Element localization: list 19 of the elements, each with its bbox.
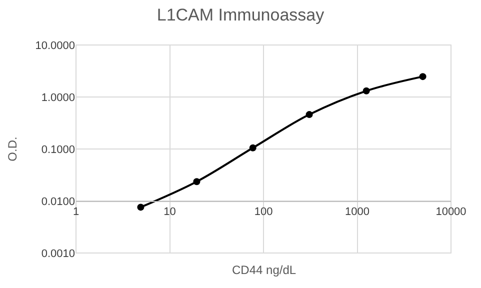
x-tick-label: 1000 xyxy=(345,206,370,218)
x-tick-label: 10 xyxy=(164,206,176,218)
y-axis-title: O.D. xyxy=(6,136,20,162)
point xyxy=(419,73,426,80)
point xyxy=(362,87,370,94)
y-tick-label: 1.0000 xyxy=(41,92,75,104)
x-tick-label: 1 xyxy=(72,206,80,218)
y-tick-label: 0.1000 xyxy=(41,144,75,156)
point xyxy=(249,144,256,152)
y-tick-label: 0.0100 xyxy=(41,196,75,208)
x-tick-label: 100 xyxy=(254,206,273,218)
point xyxy=(306,111,313,118)
chart-title: L1CAM Immunoassay xyxy=(156,6,325,25)
x-tick-label: 10000 xyxy=(436,206,466,218)
x-axis-title: CD44 ng/dL xyxy=(232,263,296,277)
point xyxy=(193,178,200,186)
point xyxy=(137,204,144,211)
y-tick-label: 0.0010 xyxy=(41,248,75,260)
y-tick-label: 10.0000 xyxy=(35,40,75,52)
